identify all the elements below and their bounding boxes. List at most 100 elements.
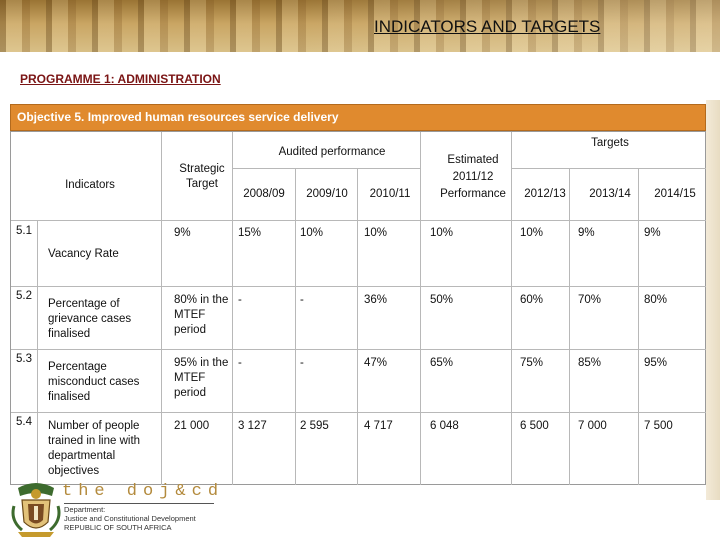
footer-divider [64, 503, 214, 504]
value-2008-09: - [238, 357, 242, 369]
row-number: 5.3 [16, 353, 32, 365]
row-number: 5.1 [16, 225, 32, 237]
header-year-2012-13: 2012/13 [524, 188, 566, 200]
value-2008-09: - [238, 294, 242, 306]
indicator-line: Number of people [48, 420, 140, 432]
value-estimated: 65% [430, 357, 454, 369]
strategic-target: 9% [174, 227, 191, 239]
strategic-line: 80% in the [174, 294, 229, 306]
target-2014-15: 9% [644, 227, 661, 239]
target-2012-13: 75% [520, 357, 544, 369]
indicator-line: finalised [48, 391, 91, 403]
header-indicators: Indicators [65, 179, 115, 191]
programme-heading: PROGRAMME 1: ADMINISTRATION [20, 72, 221, 86]
brand-wordmark: the doj&cd [62, 482, 225, 501]
target-2014-15: 95% [644, 357, 668, 369]
row-rule [11, 220, 706, 221]
value-2009-10: - [300, 294, 304, 306]
indicator-text: Vacancy Rate [48, 248, 119, 260]
strategic-target: 80% in the MTEF period [174, 293, 228, 338]
value-2008-09: 3 127 [238, 420, 267, 432]
strategic-target: 95% in the MTEF period [174, 356, 228, 401]
header-year-2013-14: 2013/14 [589, 188, 631, 200]
value-2008-09: 15% [238, 227, 262, 239]
col-rule [511, 132, 512, 485]
indicator-line: departmental [48, 450, 116, 462]
col-rule [638, 168, 639, 485]
objective-label: Objective 5. Improved human resources se… [17, 110, 339, 124]
header-audited-performance: Audited performance [278, 146, 386, 158]
row-rule [232, 168, 420, 169]
target-2014-15: 80% [644, 294, 668, 306]
col-rule [569, 168, 570, 485]
indicator-line: grievance cases [48, 313, 132, 325]
indicator-text: Percentage misconduct cases finalised [48, 360, 139, 405]
header-estimated-line: Estimated [447, 154, 499, 166]
value-2009-10: 2 595 [300, 420, 329, 432]
department-line: REPUBLIC OF SOUTH AFRICA [64, 523, 172, 532]
indicator-line: trained in line with [48, 435, 141, 447]
header-year-2009-10: 2009/10 [306, 188, 348, 200]
side-tint [706, 100, 720, 500]
header-estimated-line: Performance [440, 188, 506, 200]
target-2013-14: 9% [578, 227, 595, 239]
indicators-table [10, 131, 706, 485]
row-rule [11, 286, 706, 287]
row-number: 5.2 [16, 290, 32, 302]
target-2012-13: 60% [520, 294, 544, 306]
strategic-line: MTEF [174, 372, 206, 384]
col-rule [295, 168, 296, 485]
target-2012-13: 6 500 [520, 420, 549, 432]
department-line: Department: [64, 505, 106, 514]
col-rule [357, 168, 358, 485]
banner-pattern [0, 0, 720, 52]
indicator-line: misconduct cases [48, 376, 140, 388]
strategic-line: period [174, 324, 206, 336]
header-strategic-target: Strategic Target [162, 162, 242, 192]
value-2009-10: 10% [300, 227, 324, 239]
value-estimated: 6 048 [430, 420, 459, 432]
target-2013-14: 70% [578, 294, 602, 306]
col-rule [161, 132, 162, 485]
value-estimated: 10% [430, 227, 454, 239]
row-rule [511, 168, 706, 169]
value-estimated: 50% [430, 294, 454, 306]
col-rule [37, 220, 38, 485]
header-estimated-line: 2011/12 [452, 171, 494, 183]
slide-title: INDICATORS AND TARGETS [374, 17, 601, 36]
header-strategic-line: Target [186, 178, 218, 190]
header-year-2014-15: 2014/15 [654, 188, 696, 200]
header-targets: Targets [591, 137, 629, 149]
department-line: Justice and Constitutional Development [64, 514, 196, 523]
objective-bar: Objective 5. Improved human resources se… [10, 104, 706, 131]
target-2014-15: 7 500 [644, 420, 673, 432]
header-strategic-line: Strategic [179, 163, 225, 175]
target-2012-13: 10% [520, 227, 544, 239]
indicator-line: Percentage of [48, 298, 120, 310]
indicator-line: objectives [48, 465, 100, 477]
col-rule [420, 132, 421, 485]
value-2010-11: 4 717 [364, 420, 393, 432]
strategic-line: 95% in the [174, 357, 229, 369]
row-number: 5.4 [16, 416, 32, 428]
row-rule [11, 412, 706, 413]
value-2010-11: 47% [364, 357, 388, 369]
value-2010-11: 36% [364, 294, 388, 306]
department-name: Department: Justice and Constitutional D… [64, 505, 196, 532]
indicator-line: finalised [48, 328, 91, 340]
header-year-2010-11: 2010/11 [369, 188, 411, 200]
header-year-2008-09: 2008/09 [243, 188, 285, 200]
indicator-line: Percentage [48, 361, 107, 373]
value-2009-10: - [300, 357, 304, 369]
indicator-text: Percentage of grievance cases finalised [48, 297, 131, 342]
coat-of-arms-icon [11, 483, 61, 537]
strategic-line: MTEF [174, 309, 206, 321]
header-estimated: Estimated 2011/12 Performance [424, 152, 522, 203]
strategic-line: period [174, 387, 206, 399]
indicator-text: Number of people trained in line with de… [48, 419, 140, 479]
strategic-target: 21 000 [174, 420, 210, 432]
row-rule [11, 349, 706, 350]
banner-fade [0, 0, 720, 52]
target-2013-14: 7 000 [578, 420, 607, 432]
col-rule [232, 132, 233, 485]
